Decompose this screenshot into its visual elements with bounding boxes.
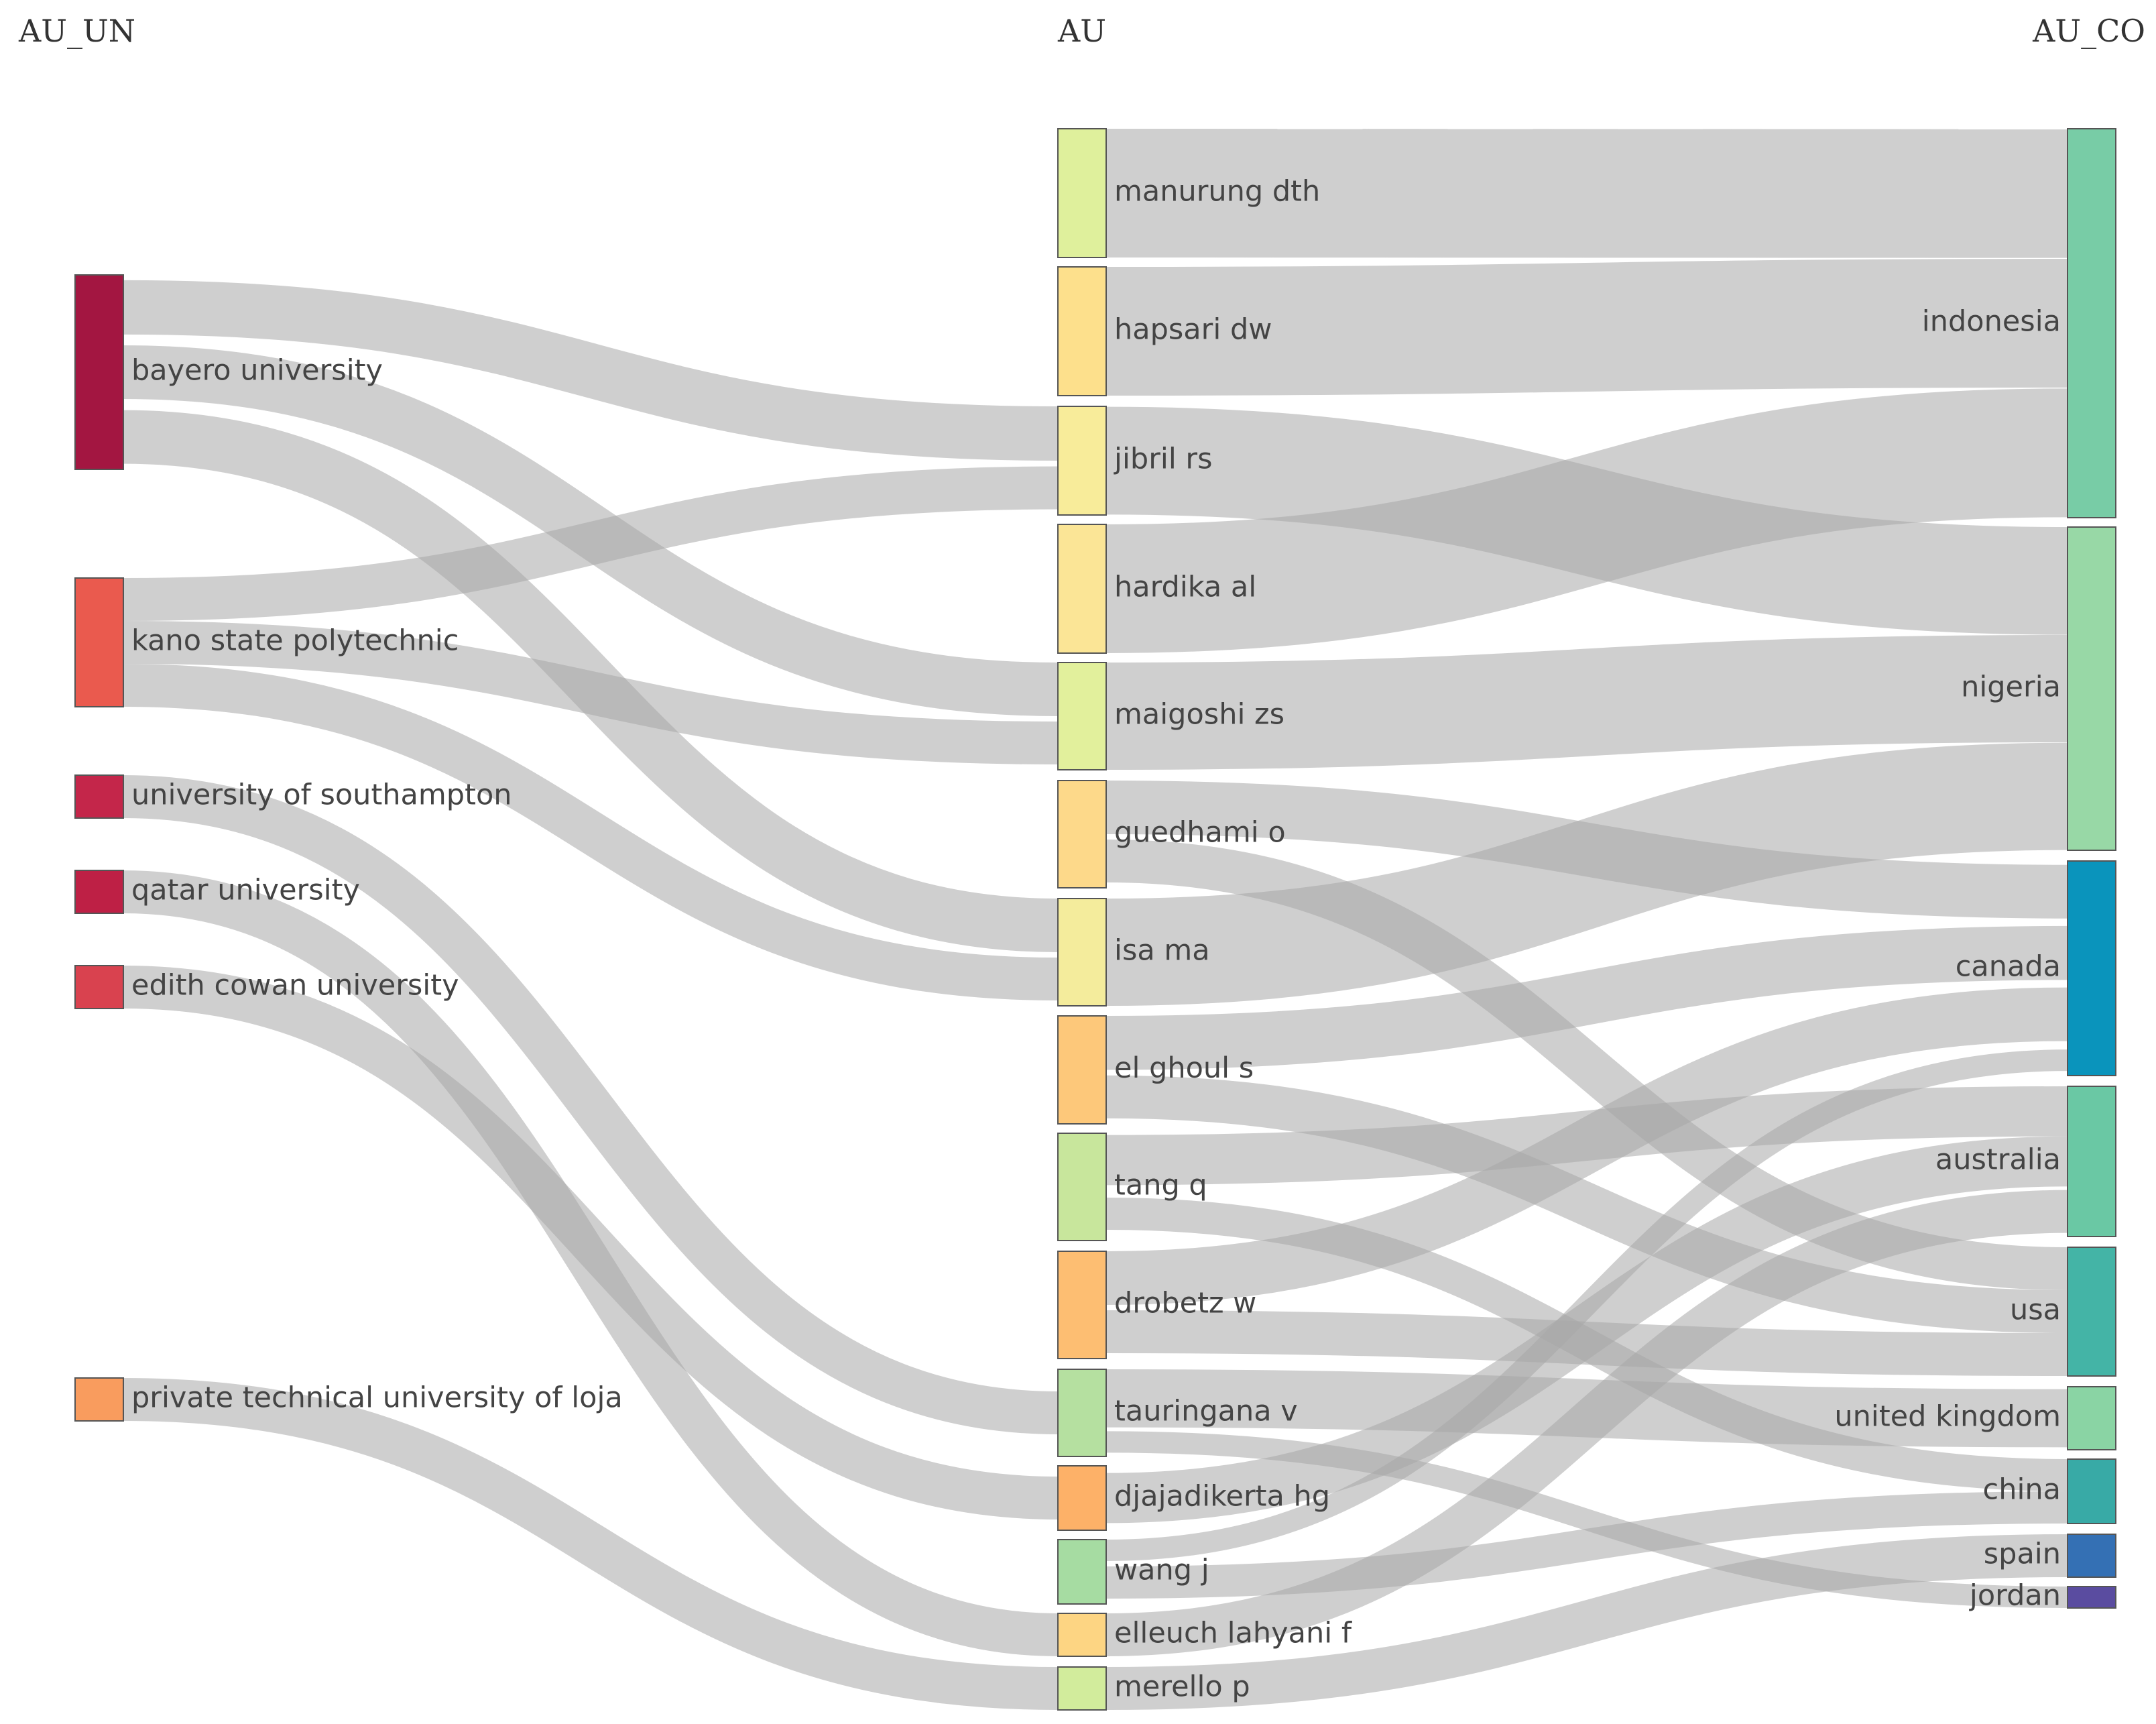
label-elghoul: el ghoul s	[1114, 1051, 1254, 1085]
node-tang[interactable]	[1057, 1133, 1107, 1241]
label-usa: usa	[2010, 1294, 2061, 1327]
node-hardika[interactable]	[1057, 524, 1107, 654]
label-tang: tang q	[1114, 1169, 1207, 1202]
node-merello[interactable]	[1057, 1666, 1107, 1711]
node-china[interactable]	[2067, 1458, 2116, 1524]
label-uk: united kingdom	[1834, 1400, 2061, 1434]
link-kano-maigoshi[interactable]	[123, 621, 1059, 764]
node-jibril[interactable]	[1057, 406, 1107, 516]
link-elleuch-australia[interactable]	[1105, 1190, 2068, 1656]
header-au: AU	[1057, 13, 1106, 49]
node-tauringana[interactable]	[1057, 1369, 1107, 1457]
label-jordan: jordan	[1969, 1579, 2061, 1613]
link-merello-spain[interactable]	[1105, 1534, 2068, 1710]
link-tauringana-jordan[interactable]	[1105, 1431, 2068, 1608]
link-maigoshi-nigeria[interactable]	[1105, 635, 2068, 770]
label-manurung: manurung dth	[1114, 175, 1320, 209]
link-manurung-indonesia[interactable]	[1105, 129, 2068, 258]
link-hapsari-indonesia[interactable]	[1105, 259, 2068, 396]
link-hardika-indonesia[interactable]	[1105, 388, 2068, 653]
label-drobetz: drobetz w	[1114, 1287, 1256, 1320]
node-maigoshi[interactable]	[1057, 662, 1107, 770]
label-indonesia: indonesia	[1922, 305, 2061, 339]
label-merello: merello p	[1114, 1670, 1250, 1704]
label-elleuch: elleuch lahyani f	[1114, 1617, 1352, 1650]
link-edith-djajadikerta[interactable]	[123, 966, 1059, 1519]
label-kano: kano state polytechnic	[131, 624, 459, 658]
node-bayero[interactable]	[74, 274, 124, 470]
node-qatar[interactable]	[74, 870, 124, 914]
node-uk[interactable]	[2067, 1386, 2116, 1450]
link-loja-merello[interactable]	[123, 1378, 1059, 1710]
node-southampton[interactable]	[74, 774, 124, 819]
label-loja: private technical university of loja	[131, 1381, 623, 1415]
label-spain: spain	[1984, 1538, 2061, 1571]
node-hapsari[interactable]	[1057, 266, 1107, 396]
links-layer	[123, 129, 2068, 1710]
node-elghoul[interactable]	[1057, 1015, 1107, 1125]
label-qatar: qatar university	[131, 874, 360, 907]
node-djajadikerta[interactable]	[1057, 1465, 1107, 1531]
node-drobetz[interactable]	[1057, 1251, 1107, 1359]
node-usa[interactable]	[2067, 1247, 2116, 1377]
label-bayero: bayero university	[131, 354, 383, 388]
link-southampton-tauringana[interactable]	[123, 775, 1059, 1434]
label-china: china	[1983, 1473, 2061, 1507]
link-drobetz-canada[interactable]	[1105, 987, 2068, 1305]
label-southampton: university of southampton	[131, 779, 512, 812]
link-elghoul-usa[interactable]	[1105, 1075, 2068, 1333]
node-indonesia[interactable]	[2067, 128, 2116, 518]
node-isa[interactable]	[1057, 898, 1107, 1007]
link-djajadikerta-australia[interactable]	[1105, 1136, 2068, 1524]
node-loja[interactable]	[74, 1377, 124, 1422]
node-wangj[interactable]	[1057, 1539, 1107, 1605]
node-jordan[interactable]	[2067, 1586, 2116, 1609]
link-kano-isa[interactable]	[123, 664, 1059, 1000]
link-elghoul-canada[interactable]	[1105, 925, 2068, 1070]
label-maigoshi: maigoshi zs	[1114, 698, 1284, 732]
label-djajadikerta: djajadikerta hg	[1114, 1480, 1330, 1513]
label-isa: isa ma	[1114, 934, 1210, 968]
link-bayero-jibril[interactable]	[123, 280, 1059, 461]
label-canada: canada	[1956, 950, 2061, 984]
label-australia: australia	[1935, 1143, 2061, 1177]
label-wangj: wang j	[1114, 1554, 1209, 1587]
label-hapsari: hapsari dw	[1114, 313, 1272, 347]
label-hardika: hardika al	[1114, 571, 1256, 604]
node-manurung[interactable]	[1057, 128, 1107, 258]
node-edith[interactable]	[74, 965, 124, 1009]
node-kano[interactable]	[74, 577, 124, 707]
header-au-co: AU_CO	[2032, 13, 2145, 49]
nodes-layer: bayero university kano state polytechnic u…	[74, 128, 2116, 1711]
node-spain[interactable]	[2067, 1534, 2116, 1578]
node-guedhami[interactable]	[1057, 780, 1107, 888]
link-kano-jibril[interactable]	[123, 466, 1059, 621]
label-guedhami: guedhami o	[1114, 816, 1286, 850]
header-au-un: AU_UN	[18, 13, 135, 49]
label-tauringana: tauringana v	[1114, 1395, 1298, 1428]
label-jibril: jibril rs	[1114, 443, 1213, 476]
link-isa-nigeria[interactable]	[1105, 742, 2068, 1006]
label-edith: edith cowan university	[131, 969, 459, 1002]
node-nigeria[interactable]	[2067, 526, 2116, 851]
node-australia[interactable]	[2067, 1086, 2116, 1237]
link-wangj-china[interactable]	[1105, 1491, 2068, 1599]
node-canada[interactable]	[2067, 860, 2116, 1076]
label-nigeria: nigeria	[1961, 671, 2061, 704]
link-wangj-canada[interactable]	[1105, 1049, 2068, 1561]
node-elleuch[interactable]	[1057, 1613, 1107, 1657]
